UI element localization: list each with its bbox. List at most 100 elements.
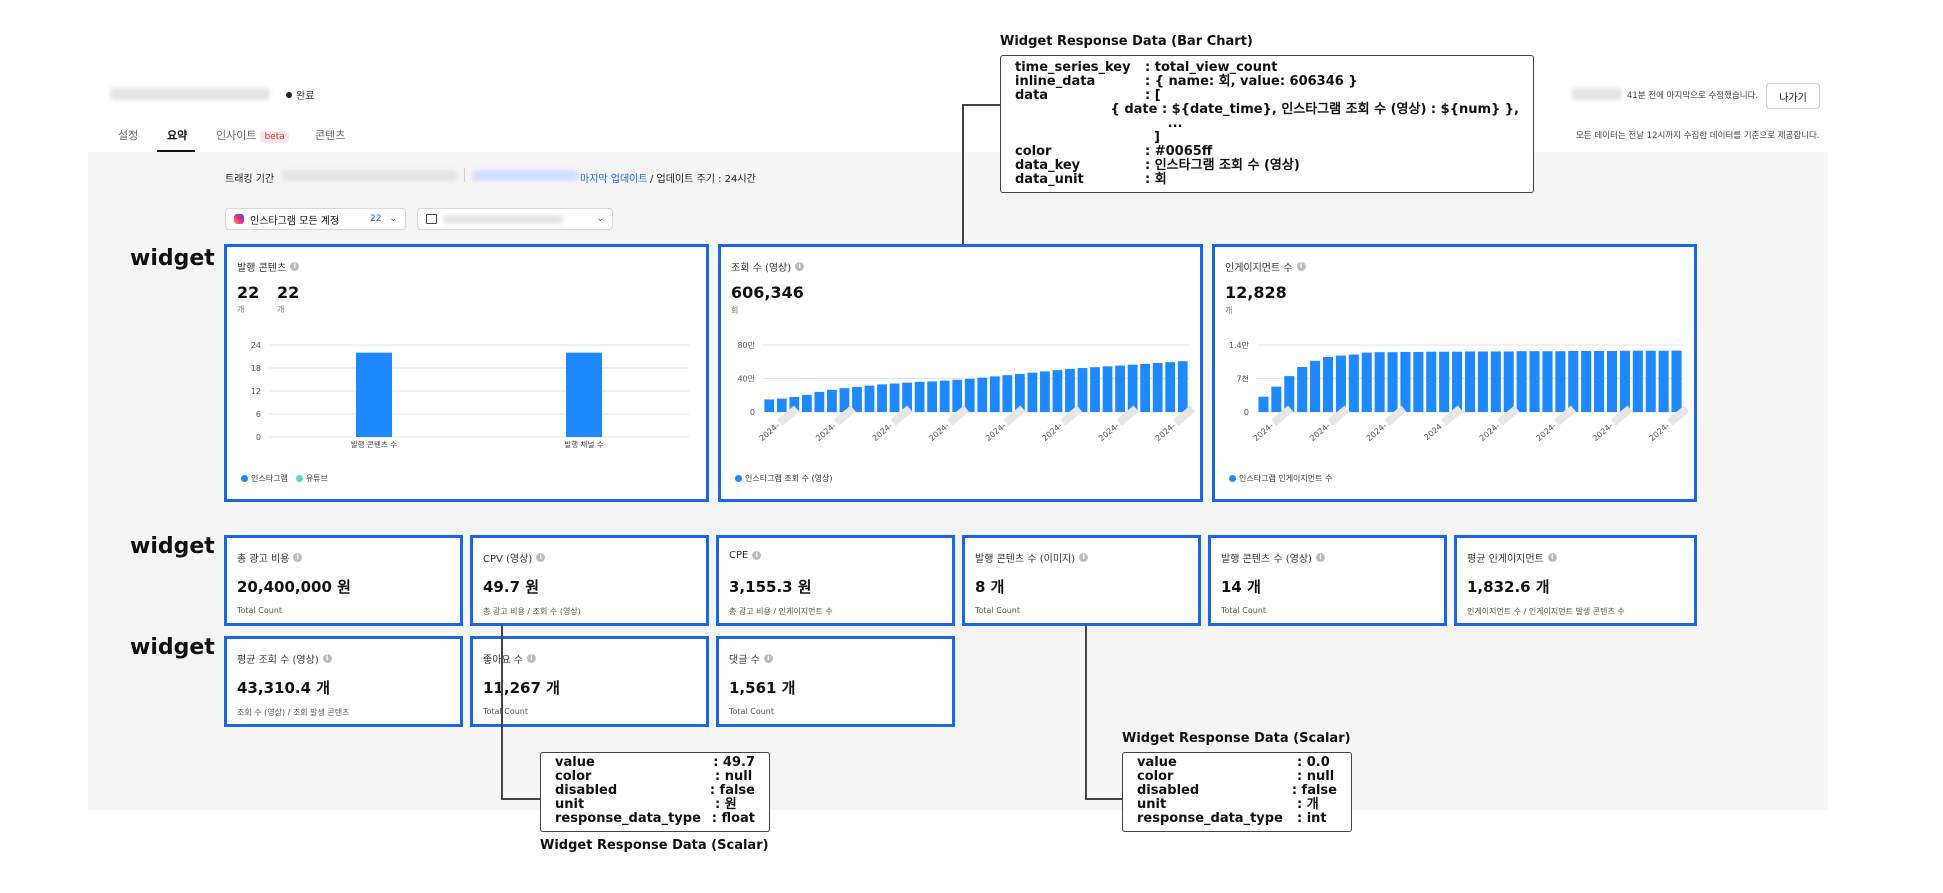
info-icon[interactable]: i (290, 262, 300, 271)
legend-label: 인스타그램 (251, 474, 288, 483)
bar (1090, 367, 1100, 412)
calendar-icon (426, 214, 437, 224)
bar (1140, 363, 1151, 412)
bar (864, 385, 875, 412)
info-icon[interactable]: i (1547, 553, 1557, 562)
y-tick-label: 6 (256, 410, 261, 419)
widget-row-label: widget (130, 534, 215, 559)
last-update-link[interactable]: 마지막 업데이트 (580, 174, 648, 185)
info-icon[interactable]: i (322, 654, 332, 663)
account-dropdown[interactable]: 인스타그램 모든 계정 22 ⌄ (225, 208, 406, 230)
annotation-value: : 회 (1145, 172, 1167, 187)
bar (1464, 351, 1476, 412)
info-icon[interactable]: i (526, 654, 536, 663)
bar-instagram (356, 352, 392, 437)
bar (1477, 351, 1488, 412)
value-instagram: 22 (237, 283, 260, 302)
x-tick-blurred (1116, 405, 1139, 426)
bar (989, 376, 1000, 412)
widget-value: 1,561 개 (729, 679, 796, 697)
bar (1165, 362, 1176, 412)
x-tick-blurred (1173, 405, 1196, 426)
bar (1040, 371, 1050, 412)
chevron-down-icon: ⌄ (389, 214, 397, 224)
chart-legend: 인스타그램 유튜브 (241, 473, 328, 484)
date-range-dropdown[interactable]: ⌄ (417, 208, 613, 230)
y-tick-label: 0 (750, 408, 755, 417)
y-tick-label: 24 (251, 341, 261, 350)
legend-item[interactable]: 인스타그램 (241, 473, 288, 484)
widget-title-text: 발행 콘텐츠 수 (영상) (1221, 554, 1312, 565)
widget-value: 8 개 (975, 578, 1005, 596)
legend-item[interactable]: 유튜브 (295, 473, 328, 484)
bar (1671, 350, 1682, 412)
info-icon[interactable]: i (293, 553, 303, 562)
unit-label: 개 (1225, 306, 1233, 315)
update-date-blurred (472, 170, 578, 181)
x-tick-blurred (1003, 405, 1026, 426)
unit-label: 회 (731, 306, 739, 315)
bar (1002, 375, 1013, 412)
widget-published-content: 발행 콘텐츠 i 22 개 22 개 0 6 12 18 24 발행 콘텐츠 수 발행 채널 … (224, 244, 709, 502)
bar (1555, 351, 1566, 412)
x-tick-blurred (1667, 405, 1690, 426)
legend-dot-icon (295, 475, 303, 482)
widget-title-text: CPV (영상) (483, 554, 533, 565)
info-icon[interactable]: i (536, 553, 546, 562)
exit-button[interactable]: 나가기 (1766, 83, 1820, 109)
tab-content[interactable]: 콘텐츠 (315, 129, 346, 142)
bar (977, 377, 988, 412)
chevron-down-icon: ⌄ (596, 214, 604, 224)
tab-insight[interactable]: 인사이트 beta (216, 127, 289, 143)
x-tick-label: 2024- (1097, 421, 1121, 443)
annotation-key: inline_data (1015, 74, 1096, 89)
date-range-blurred (443, 214, 563, 224)
data-notice: 모든 데이터는 전날 12시까지 수집한 데이터를 기준으로 제공합니다. (1576, 131, 1820, 141)
annotation-key: disabled (555, 783, 618, 798)
bar (1490, 351, 1501, 412)
annotation-row: data_key: 인스타그램 조회 수 (영상) (1015, 159, 1519, 173)
widget-value: 49.7 원 (483, 578, 540, 596)
y-tick-label: 0 (256, 433, 261, 442)
connector-line (962, 104, 1000, 106)
info-icon[interactable]: i (795, 262, 805, 271)
info-icon[interactable]: i (752, 551, 762, 560)
widget-subtext: Total Count (483, 707, 528, 716)
annotation-key: data (1015, 88, 1049, 103)
annotation-row: time_series_key: total_view_count (1015, 61, 1519, 75)
info-icon[interactable]: i (1079, 553, 1089, 562)
info-icon[interactable]: i (1296, 262, 1306, 271)
legend-label: 인스타그램 인게이지먼트 수 (1239, 474, 1333, 483)
bar-chart-views: 0 40만 80만 2024- 2024- 2024- 2024- 2024- 2024- 202… (737, 341, 1196, 443)
x-tick-label: 2024- (1478, 421, 1502, 443)
x-tick-blurred (1060, 405, 1083, 426)
widget-image-content-count: 발행 콘텐츠 수 (이미지) i 8 개 Total Count (962, 535, 1201, 626)
annotation-scalar-image-count: value: 0.0 color: null disabled: false unit… (1122, 752, 1352, 832)
annotation-row: unit: 원 (555, 798, 755, 812)
tab-settings[interactable]: 설정 (118, 129, 139, 142)
y-tick-label: 18 (251, 364, 261, 373)
widget-avg-video-views: 평균 조회 수 (영상) i 43,310.4 개 조회 수 (영상) / 조회 … (224, 636, 463, 727)
widget-value: 3,155.3 원 (729, 578, 812, 596)
status-dot-icon (286, 91, 292, 98)
widget-title: 조회 수 (영상) i (731, 259, 805, 274)
legend-item[interactable]: 인스타그램 인게이지먼트 수 (1229, 473, 1332, 484)
x-tick-label: 2024- (1534, 421, 1558, 443)
annotation-row: ] (1015, 131, 1519, 145)
info-icon[interactable]: i (1315, 553, 1325, 562)
annotation-key: value (1137, 755, 1177, 770)
y-tick-label: 12 (251, 387, 261, 396)
widget-subtext: 인게이지먼트 수 / 인게이지먼트 발생 콘텐츠 수 (1467, 607, 1625, 616)
annotation-key: response_data_type (555, 811, 701, 826)
bar (1606, 350, 1618, 412)
tab-summary[interactable]: 요약 (167, 129, 188, 142)
legend-item[interactable]: 인스타그램 조회 수 (영상) (735, 473, 832, 484)
bar (1542, 351, 1553, 412)
info-icon[interactable]: i (763, 654, 773, 663)
widget-title-text: 댓글 수 (729, 655, 760, 666)
bar (1581, 350, 1592, 412)
widget-value: 43,310.4 개 (237, 679, 331, 697)
y-tick-label: 0 (1244, 408, 1249, 417)
annotation-row: inline_data: { name: 회, value: 606346 } (1015, 75, 1519, 89)
